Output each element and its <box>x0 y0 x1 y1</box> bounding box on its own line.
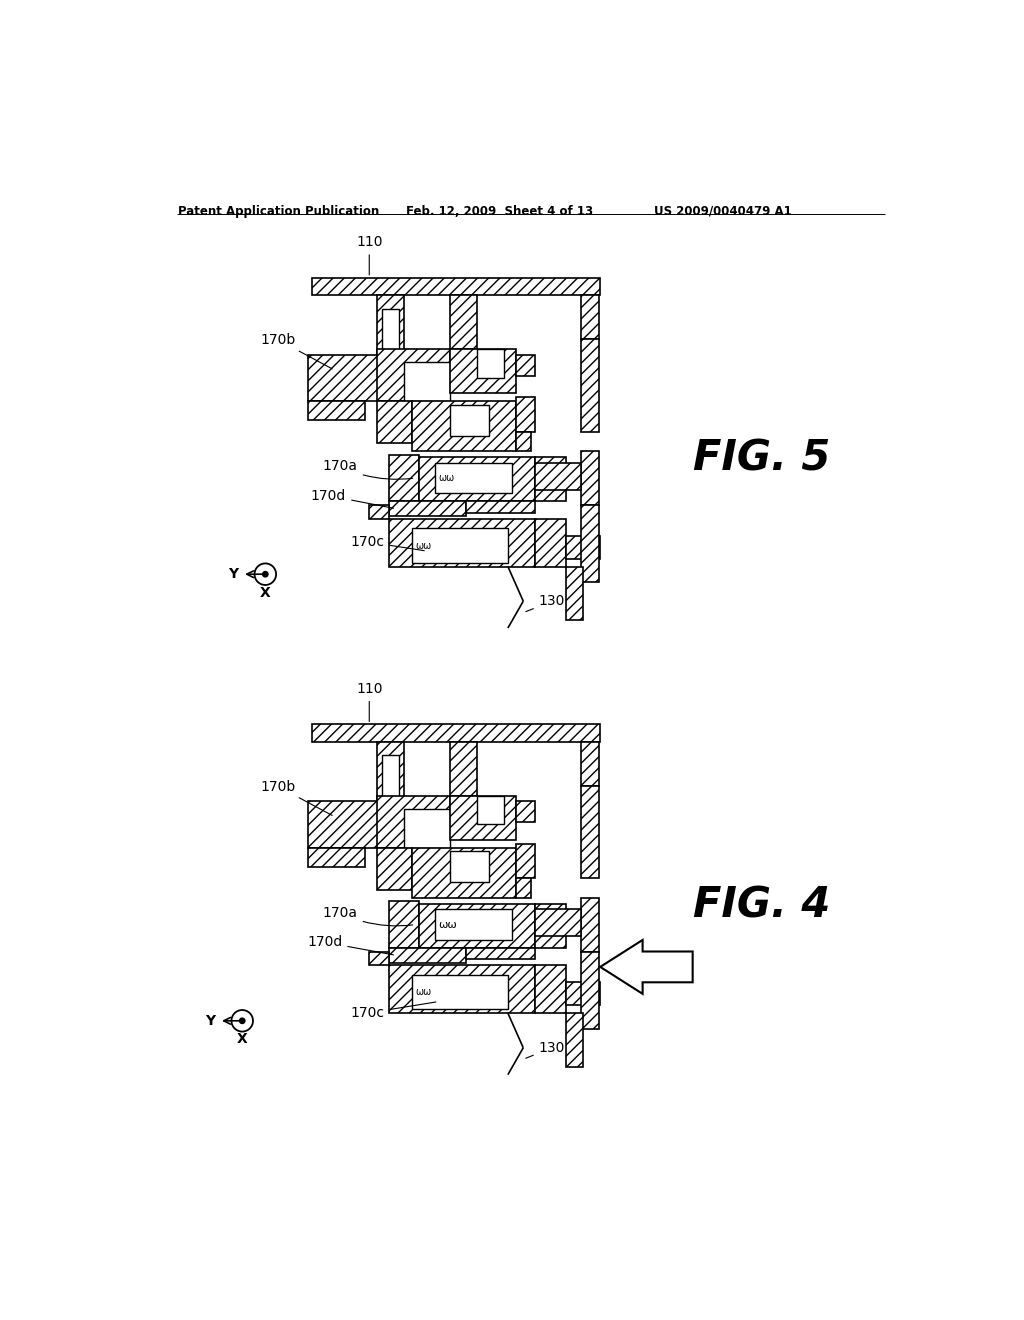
Bar <box>581 296 599 339</box>
Text: FIG. 5: FIG. 5 <box>692 438 830 479</box>
Bar <box>377 796 451 847</box>
Bar <box>382 755 398 797</box>
Bar <box>382 309 398 351</box>
Text: 170b: 170b <box>261 780 332 816</box>
Bar <box>307 801 403 847</box>
Bar <box>515 801 535 822</box>
Bar <box>565 982 600 1006</box>
Bar <box>451 350 515 393</box>
Text: 110: 110 <box>356 682 383 722</box>
Text: X: X <box>260 586 270 599</box>
Text: ωω: ωω <box>416 541 432 550</box>
Bar <box>377 350 451 401</box>
Bar <box>535 462 581 490</box>
Bar <box>565 536 600 558</box>
Bar <box>451 296 477 350</box>
Bar <box>388 948 466 964</box>
Bar <box>377 401 412 444</box>
Text: Feb. 12, 2009  Sheet 4 of 13: Feb. 12, 2009 Sheet 4 of 13 <box>407 205 593 218</box>
Bar <box>515 397 535 432</box>
Text: FIG. 4: FIG. 4 <box>692 884 830 927</box>
Bar <box>451 405 488 436</box>
Text: 170d: 170d <box>307 936 393 954</box>
Bar <box>435 909 512 940</box>
Text: US 2009/0040479 A1: US 2009/0040479 A1 <box>654 205 792 218</box>
Bar <box>515 355 535 376</box>
FancyArrow shape <box>600 940 692 994</box>
Bar <box>307 355 403 401</box>
Text: 170d: 170d <box>311 488 393 508</box>
Bar <box>377 296 403 359</box>
Text: ωω: ωω <box>438 473 455 483</box>
Bar <box>535 519 565 566</box>
Circle shape <box>262 572 268 577</box>
Bar <box>466 502 535 512</box>
Text: ωω: ωω <box>438 920 458 929</box>
Bar <box>515 432 531 451</box>
Bar <box>403 809 451 847</box>
Bar <box>307 401 366 420</box>
Text: 170a: 170a <box>323 906 413 925</box>
Bar <box>451 851 488 882</box>
Bar <box>581 742 599 785</box>
Bar <box>370 504 388 519</box>
Circle shape <box>240 1018 245 1023</box>
Bar <box>477 796 504 825</box>
Bar <box>581 339 599 432</box>
Text: 110: 110 <box>356 235 383 275</box>
Bar <box>535 904 565 948</box>
Bar <box>370 952 388 965</box>
Bar <box>581 451 599 506</box>
Bar <box>466 948 535 960</box>
Bar <box>311 277 600 296</box>
Bar <box>477 350 504 378</box>
Bar <box>419 457 535 502</box>
Bar <box>377 742 403 805</box>
Text: 170a: 170a <box>323 459 413 479</box>
Bar <box>311 725 600 742</box>
Text: Y: Y <box>205 1014 215 1028</box>
Text: 130: 130 <box>526 1040 565 1059</box>
Bar <box>377 847 412 890</box>
Bar <box>307 847 366 867</box>
Bar <box>535 457 565 502</box>
Bar <box>412 847 515 898</box>
Text: Y: Y <box>228 568 239 581</box>
Bar <box>412 974 508 1010</box>
Text: 170b: 170b <box>261 333 332 368</box>
Bar <box>515 878 531 898</box>
Bar <box>581 506 599 582</box>
Text: 130: 130 <box>526 594 565 611</box>
Bar <box>565 1014 584 1067</box>
Bar <box>535 909 581 936</box>
Bar <box>388 455 419 502</box>
Bar <box>435 462 512 494</box>
Bar <box>565 566 584 620</box>
Bar <box>451 742 477 796</box>
Bar <box>412 401 515 451</box>
Text: 170c: 170c <box>350 1002 436 1020</box>
Text: 170c: 170c <box>350 535 424 550</box>
Bar <box>403 363 451 401</box>
Bar <box>388 519 535 566</box>
Text: ωω: ωω <box>416 987 432 998</box>
Bar <box>419 904 535 948</box>
Bar <box>388 965 535 1014</box>
Bar <box>412 528 508 562</box>
Bar <box>535 965 565 1014</box>
Bar <box>515 843 535 878</box>
Bar <box>581 898 599 952</box>
Bar <box>388 502 466 516</box>
Bar <box>451 796 515 840</box>
Bar <box>581 785 599 878</box>
Text: X: X <box>237 1032 248 1047</box>
Bar <box>581 952 599 1028</box>
Bar <box>388 902 419 948</box>
Text: Patent Application Publication: Patent Application Publication <box>178 205 380 218</box>
